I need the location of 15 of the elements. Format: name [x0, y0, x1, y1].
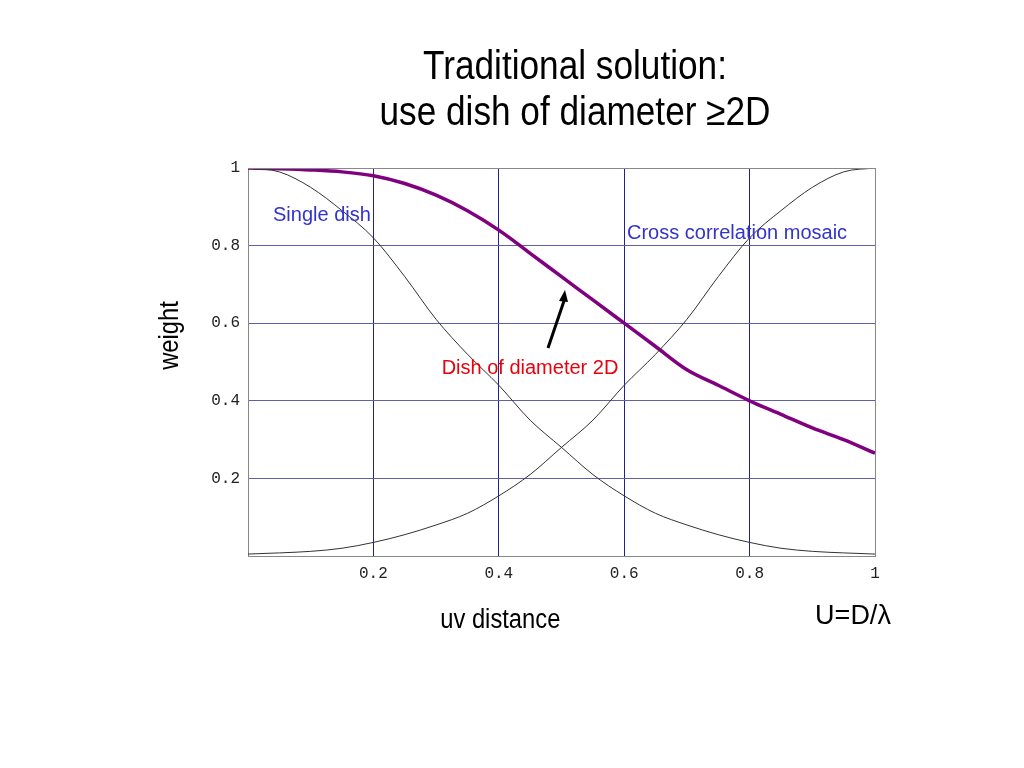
- x-tick-label: 0.6: [609, 564, 639, 583]
- y-tick-label: 1: [230, 159, 240, 178]
- x-tick-label: 1: [870, 564, 880, 583]
- y-tick-label: 0.2: [211, 469, 240, 488]
- x-tick-label: 0.4: [484, 564, 514, 583]
- y-axis-title: weight: [153, 301, 185, 370]
- x-tick-label: 0.8: [735, 564, 765, 583]
- y-tick-label: 0.6: [211, 314, 240, 333]
- y-tick-label: 0.4: [211, 392, 240, 411]
- x-tick-label: 0.2: [358, 564, 388, 583]
- text: U=D/λ: [815, 599, 892, 630]
- y-tick-label: 0.8: [211, 236, 240, 255]
- x-axis-title: uv distance: [440, 604, 561, 635]
- chart-title: Traditional solution: use dish of diameter ≥2D: [378, 42, 772, 134]
- line-series: [248, 168, 875, 455]
